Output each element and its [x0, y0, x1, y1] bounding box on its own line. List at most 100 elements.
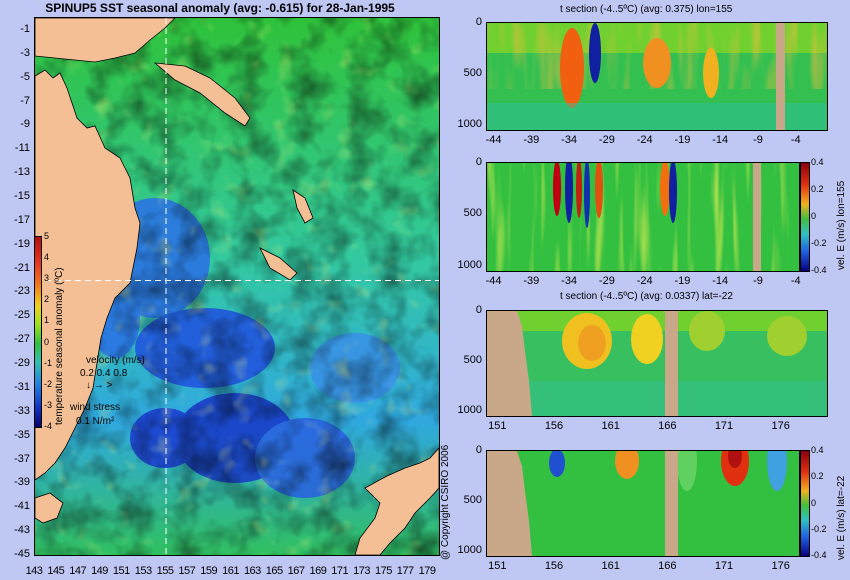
map-y-tick-label: -39	[14, 476, 30, 489]
wind-legend-label: wind stress	[70, 402, 121, 413]
map-y-tick-label: -9	[20, 118, 30, 131]
map-y-tick-label: -17	[14, 213, 30, 226]
map-colorbar-tick-label: 2	[44, 294, 50, 305]
land-tasmania	[35, 492, 64, 524]
map-y-tick-label: -37	[14, 452, 30, 465]
map-y-tick-label: -3	[20, 46, 30, 59]
map-x-tick-label: 157	[178, 565, 196, 577]
map-y-tick-label: -13	[14, 166, 30, 179]
section-colorbar-tick-label: -0.2	[811, 523, 827, 534]
map-x-tick-label: 165	[265, 565, 283, 577]
section-x-tick-label: -14	[712, 275, 729, 287]
map-x-tick-label: 153	[134, 565, 152, 577]
map-y-tick-label: -45	[14, 548, 30, 560]
section-x-tick-label: 156	[544, 420, 564, 432]
section-x-tick-label: -9	[753, 275, 763, 287]
section-x-tick-label: -34	[561, 134, 578, 146]
section2-plot	[486, 162, 800, 272]
map-x-tick-label: 171	[331, 565, 349, 577]
map-colorbar-tick-label: 1	[44, 315, 50, 326]
section-x-tick-label: 161	[601, 420, 620, 432]
map-y-tick-label: -25	[14, 309, 30, 322]
velocity-legend-arrows: ↓ → >	[86, 380, 113, 391]
section3-plot	[486, 310, 828, 417]
map-x-tick-label: 149	[91, 565, 108, 577]
section-colorbar-tick-label: 0	[811, 497, 817, 508]
section-colorbar-tick-label: -0.4	[811, 265, 827, 275]
map-y-tick-label: -7	[20, 94, 30, 107]
section3-title: t section (-4..5ºC) (avg: 0.0337) lat=-2…	[560, 291, 733, 302]
map-x-tick-label: 151	[112, 565, 130, 577]
map-x-tick-label: 179	[418, 565, 436, 577]
map-x-tick-label: 155	[156, 565, 174, 577]
section-y-tick-label: 1000	[457, 404, 482, 416]
section-x-tick-label: -19	[674, 134, 691, 146]
map-y-tick-label: -41	[14, 500, 30, 513]
map-x-tick-label: 169	[309, 565, 327, 577]
map-x-tick-label: 163	[243, 565, 261, 577]
map-y-tick-label: -35	[14, 428, 30, 441]
map-y-tick-label: -27	[14, 333, 30, 346]
section-x-tick-label: 151	[488, 420, 507, 432]
section-x-tick-label: -44	[485, 134, 502, 146]
map-colorbar-tick-label: 5	[44, 231, 50, 241]
map-y-tick-label: -33	[14, 404, 30, 417]
section-y-tick-label: 0	[475, 444, 482, 456]
map-colorbar-label: temperature seasonal anomaly (ºC)	[54, 267, 65, 425]
map-x-tick-label: 147	[69, 565, 87, 577]
section2-colorbar	[800, 162, 810, 272]
section-x-tick-label: 166	[658, 560, 677, 572]
map-y-tick-label: -1	[20, 22, 30, 35]
section-land-mask	[753, 163, 761, 271]
section-colorbar-tick-label: 0	[811, 211, 817, 221]
land-new-guinea	[35, 18, 176, 63]
section-x-tick-label: -4	[790, 275, 801, 287]
map-x-tick-label: 177	[396, 565, 414, 577]
section4-colorbar	[800, 450, 810, 557]
section-land-mask	[665, 451, 678, 556]
copyright-text: @ Copyright CSIRO 2006	[440, 444, 451, 560]
section-x-tick-label: 151	[488, 560, 507, 572]
section-x-tick-label: 176	[771, 560, 790, 572]
section-land-mask	[487, 451, 532, 556]
section-y-tick-label: 500	[463, 66, 482, 79]
section-x-tick-label: 171	[714, 420, 734, 432]
land-new-zealand	[354, 447, 439, 555]
section-colorbar-tick-label: 0.4	[811, 157, 824, 167]
wind-legend-scale: 0.1 N/m²	[76, 416, 115, 427]
section3-heatmap	[487, 311, 827, 416]
section-x-tick-label: -29	[598, 275, 615, 287]
map-x-tick-label: 167	[287, 565, 305, 577]
map-colorbar-tick-label: 3	[44, 273, 50, 284]
section-x-tick-label: -39	[523, 134, 540, 146]
section4-heatmap	[487, 451, 799, 556]
section-x-tick-label: -39	[523, 275, 540, 287]
map-y-tick-label: -19	[14, 237, 30, 250]
section-x-tick-label: 176	[771, 420, 790, 432]
section4-colorbar-label: vel. E (m/s) lat=-22	[836, 475, 847, 560]
velocity-legend-label: velocity (m/s)	[86, 355, 145, 366]
map-colorbar-tick-label: -3	[44, 399, 53, 410]
map-y-tick-label: -43	[14, 524, 30, 537]
section-x-tick-label: -29	[598, 134, 615, 146]
section-y-tick-label: 1000	[457, 544, 482, 556]
map-y-tick-label: -11	[14, 142, 30, 155]
land-new-caledonia	[259, 247, 298, 281]
cold-core	[589, 23, 601, 83]
map-x-tick-label: 161	[222, 565, 239, 577]
section2-colorbar-label: vel. E (m/s) lon=155	[836, 180, 847, 270]
map-x-tick-label: 159	[200, 565, 218, 577]
map-y-tick-label: -15	[14, 190, 30, 202]
velocity-legend-scale: 0.2 0.4 0.8	[80, 368, 128, 379]
map-y-tick-label: -5	[20, 70, 30, 83]
section-colorbar-tick-label: 0.2	[811, 184, 824, 194]
section-y-tick-label: 0	[475, 16, 482, 28]
land-solomon-islands	[153, 62, 251, 127]
map-x-tick-label: 145	[47, 565, 65, 577]
section-x-tick-label: -24	[636, 134, 653, 146]
map-y-tick-label: -23	[14, 285, 30, 298]
section-y-tick-label: 0	[475, 156, 482, 168]
map-colorbar-tick-label: -2	[44, 378, 53, 389]
section-y-tick-label: 500	[463, 354, 482, 366]
section-x-tick-label: 171	[714, 560, 734, 572]
